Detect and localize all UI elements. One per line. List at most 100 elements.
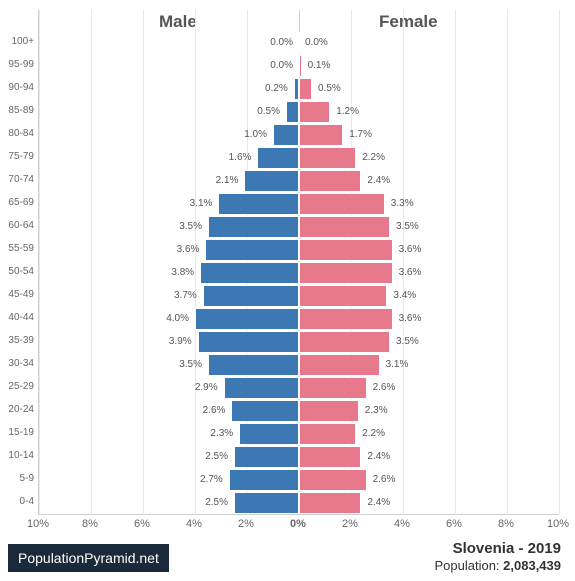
age-label: 100+ [0, 36, 34, 47]
bar-female[interactable] [299, 124, 343, 146]
pyramid-row: 3.6%3.6% [39, 239, 559, 261]
bar-female[interactable] [299, 331, 390, 353]
bar-female[interactable] [299, 193, 385, 215]
value-male: 2.7% [200, 469, 227, 491]
pyramid-row: 0.0%0.0% [39, 32, 559, 54]
x-tick: 8% [498, 518, 514, 530]
age-label: 60-64 [0, 220, 34, 231]
value-male: 0.2% [265, 78, 292, 100]
chart-area: Male Female 0.0%0.0%0.0%0.1%0.2%0.5%0.5%… [38, 10, 559, 515]
pyramid-row: 3.5% 3.5% [39, 216, 559, 238]
bar-male[interactable] [244, 170, 299, 192]
bar-female[interactable] [299, 78, 312, 100]
bar-male[interactable] [195, 308, 299, 330]
bar-male[interactable] [229, 469, 299, 491]
pyramid-row: 2.1%2.4% [39, 170, 559, 192]
pyramid-row: 2.3%2.2% [39, 423, 559, 445]
value-female: 2.2% [358, 423, 385, 445]
bar-female[interactable] [299, 423, 356, 445]
bar-female[interactable] [299, 170, 361, 192]
bar-male[interactable] [205, 239, 299, 261]
bar-male[interactable] [231, 400, 299, 422]
value-male: 2.1% [216, 170, 243, 192]
value-male: 2.9% [195, 377, 222, 399]
value-female: 2.6% [369, 377, 396, 399]
x-tick: 10% [27, 518, 49, 530]
value-male: 0.0% [270, 55, 297, 77]
pyramid-row: 3.8%3.6% [39, 262, 559, 284]
pyramid-row: 0.0% 0.1% [39, 55, 559, 77]
x-tick: 2% [342, 518, 358, 530]
pyramid-row: 0.2%0.5% [39, 78, 559, 100]
bar-male[interactable] [273, 124, 299, 146]
age-label: 0-4 [0, 496, 34, 507]
x-tick: 4% [186, 518, 202, 530]
value-female: 3.5% [392, 216, 419, 238]
age-label: 35-39 [0, 335, 34, 346]
bar-male[interactable] [234, 492, 299, 514]
bar-female[interactable] [299, 285, 387, 307]
bar-male[interactable] [198, 331, 299, 353]
bar-female[interactable] [299, 492, 361, 514]
bar-male[interactable] [234, 446, 299, 468]
age-label: 10-14 [0, 450, 34, 461]
age-label: 95-99 [0, 59, 34, 70]
bar-female[interactable] [299, 446, 361, 468]
value-female: 3.3% [387, 193, 414, 215]
bar-female[interactable] [299, 55, 302, 77]
bar-male[interactable] [218, 193, 299, 215]
bar-female[interactable] [299, 377, 367, 399]
bar-female[interactable] [299, 216, 390, 238]
bar-female[interactable] [299, 400, 359, 422]
value-male: 4.0% [166, 308, 193, 330]
value-male: 3.1% [190, 193, 217, 215]
bar-female[interactable] [299, 262, 393, 284]
gridline [559, 10, 560, 514]
pyramid-row: 3.1% 3.3% [39, 193, 559, 215]
age-label: 5-9 [0, 473, 34, 484]
bar-male[interactable] [286, 101, 299, 123]
bar-male[interactable] [257, 147, 299, 169]
x-tick: 10% [547, 518, 569, 530]
population-value: 2,083,439 [503, 558, 561, 573]
value-male: 0.0% [270, 32, 297, 54]
age-label: 30-34 [0, 358, 34, 369]
value-female: 3.1% [382, 354, 409, 376]
bar-female[interactable] [299, 239, 393, 261]
population-label: Population: [434, 558, 503, 573]
female-header: Female [379, 12, 438, 32]
pyramid-container: Male Female 0.0%0.0%0.0%0.1%0.2%0.5%0.5%… [0, 0, 575, 581]
bar-male[interactable] [203, 285, 299, 307]
site-badge[interactable]: PopulationPyramid.net [8, 544, 169, 572]
bar-male[interactable] [224, 377, 299, 399]
value-female: 1.7% [345, 124, 372, 146]
bar-male[interactable] [239, 423, 299, 445]
bar-female[interactable] [299, 469, 367, 491]
age-label: 75-79 [0, 151, 34, 162]
bar-male[interactable] [208, 216, 299, 238]
x-tick: 6% [446, 518, 462, 530]
bar-female[interactable] [299, 308, 393, 330]
value-male: 2.5% [205, 492, 232, 514]
male-header: Male [159, 12, 197, 32]
value-male: 0.5% [257, 101, 284, 123]
bar-male[interactable] [208, 354, 299, 376]
x-tick: 8% [82, 518, 98, 530]
value-female: 3.6% [395, 262, 422, 284]
age-label: 70-74 [0, 174, 34, 185]
bar-male[interactable] [200, 262, 299, 284]
country-year: Slovenia - 2019 [453, 540, 561, 557]
value-male: 3.5% [179, 216, 206, 238]
value-female: 3.5% [392, 331, 419, 353]
bar-female[interactable] [299, 101, 330, 123]
value-female: 2.2% [358, 147, 385, 169]
age-label: 15-19 [0, 427, 34, 438]
bar-female[interactable] [299, 354, 380, 376]
population-line: Population: 2,083,439 [434, 558, 561, 573]
pyramid-row: 1.6%2.2% [39, 147, 559, 169]
x-tick: 2% [238, 518, 254, 530]
age-label: 45-49 [0, 289, 34, 300]
pyramid-row: 2.5%2.4% [39, 446, 559, 468]
bar-female[interactable] [299, 147, 356, 169]
value-female: 0.1% [304, 55, 331, 77]
